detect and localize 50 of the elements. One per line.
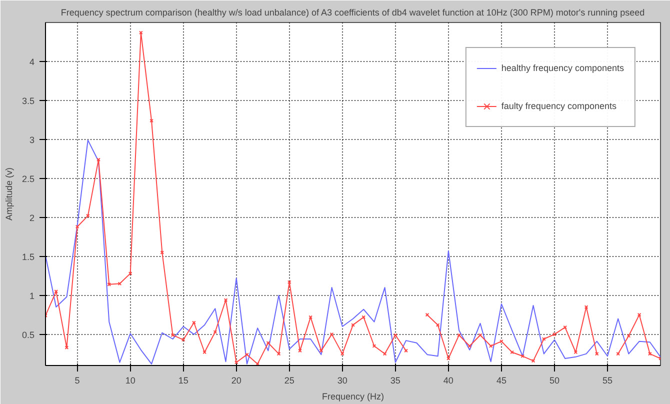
legend-label: healthy frequency components [501, 63, 624, 73]
point [574, 350, 578, 354]
point [181, 338, 186, 342]
point [404, 348, 408, 353]
y-tick-label: 1.5 [22, 252, 35, 262]
x-tick-label: 55 [602, 376, 612, 386]
x-tick-label: 10 [125, 376, 136, 386]
y-axis-title: Amplitude (v) [4, 167, 14, 221]
point [128, 272, 132, 276]
point [520, 354, 525, 358]
chart-title: Frequency spectrum comparison (healthy w/s load unbalance) of A3 coefficients of db4 wavelet function at 10Hz (300 RPM) motor's running pseed [60, 8, 645, 18]
y-tick-label: 4 [29, 56, 35, 67]
y-tick-label: 3 [29, 134, 35, 145]
legend-label: faulty frequency components [501, 101, 616, 111]
point [626, 334, 631, 338]
y-tick-label: 1 [29, 290, 35, 301]
y-tick-label: 2 [29, 212, 35, 223]
point [276, 352, 281, 356]
point [298, 348, 302, 353]
point [170, 333, 175, 338]
point [594, 352, 599, 356]
x-tick-label: 25 [284, 376, 294, 386]
point [648, 352, 652, 356]
x-tick-label: 45 [496, 376, 506, 386]
x-tick-label: 15 [178, 376, 188, 386]
point [340, 352, 344, 356]
point [139, 30, 143, 35]
point [531, 358, 536, 363]
point [213, 330, 218, 334]
x-tick-label: 35 [390, 376, 400, 386]
point [330, 332, 334, 336]
point [75, 224, 80, 229]
x-tick-label: 40 [443, 376, 454, 386]
point [160, 250, 164, 254]
point [382, 352, 387, 356]
point [637, 312, 642, 317]
point [425, 312, 430, 317]
point [319, 348, 324, 353]
y-tick-label: 2.5 [22, 174, 35, 184]
x-axis-title: Frequency (Hz) [322, 392, 384, 402]
x-tick-label: 20 [231, 376, 242, 386]
x-tick-label: 50 [549, 376, 560, 386]
point [478, 333, 482, 338]
y-tick-label: 3.5 [22, 96, 35, 106]
y-tick-label: 0.5 [22, 330, 35, 340]
point [107, 282, 112, 286]
x-tick-label: 5 [74, 376, 80, 386]
x-tick-label: 30 [337, 376, 348, 386]
point [118, 282, 122, 286]
point [192, 320, 196, 325]
